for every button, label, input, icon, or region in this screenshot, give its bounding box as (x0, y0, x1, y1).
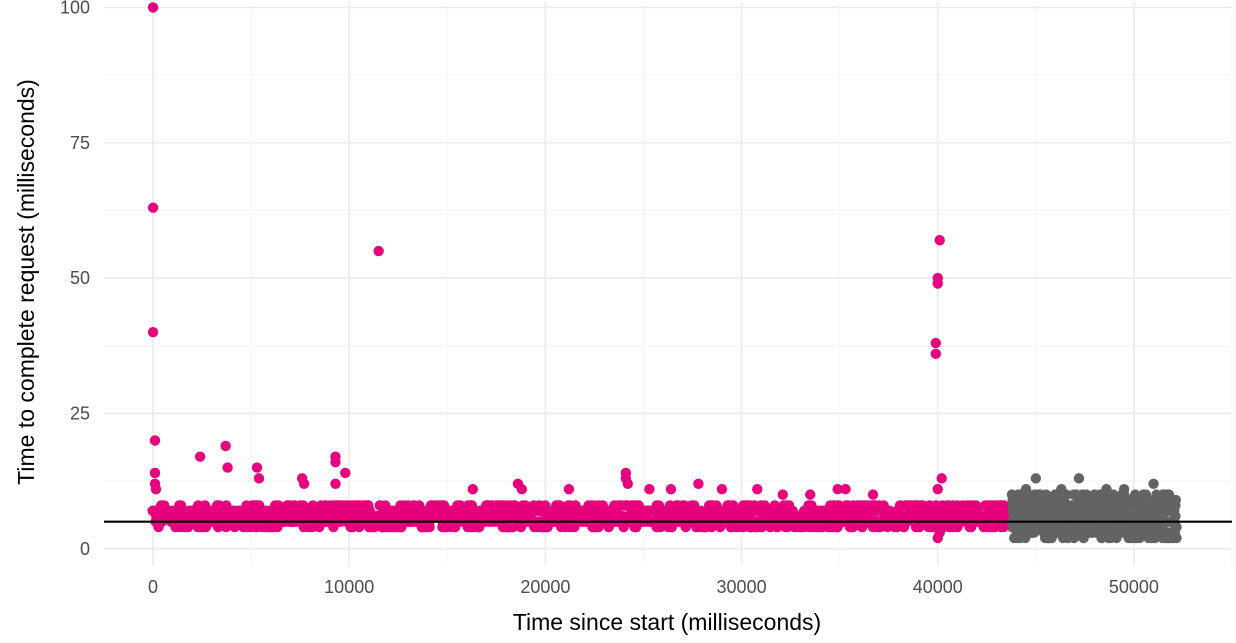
data-point (693, 478, 704, 489)
data-point (1140, 489, 1152, 500)
data-point (716, 484, 728, 495)
data-point (752, 484, 763, 495)
data-point (569, 521, 580, 533)
data-point (622, 478, 633, 489)
data-point (1118, 484, 1130, 495)
data-point (1020, 484, 1032, 495)
data-point (373, 245, 384, 257)
data-point (1073, 473, 1085, 484)
data-point (867, 489, 879, 500)
data-point (832, 484, 843, 495)
x-tick-label: 20000 (520, 577, 570, 597)
data-point (147, 327, 159, 338)
data-point (932, 484, 943, 495)
data-point (422, 521, 434, 533)
data-point (1171, 521, 1182, 533)
data-point (930, 348, 941, 360)
data-point (516, 484, 528, 495)
data-point (222, 462, 233, 473)
data-point (644, 484, 655, 495)
data-point (147, 2, 159, 13)
data-point (934, 527, 945, 538)
data-point (593, 521, 604, 533)
y-tick-label: 50 (70, 268, 90, 288)
x-tick-label: 50000 (1109, 577, 1159, 597)
data-point (1056, 484, 1067, 495)
x-tick-label: 40000 (913, 577, 963, 597)
data-point (330, 478, 341, 489)
data-point (251, 462, 263, 473)
series-1 (1006, 473, 1182, 544)
data-point (363, 500, 374, 511)
data-point (1170, 511, 1181, 522)
data-point (298, 478, 310, 489)
series-0 (147, 2, 1018, 544)
data-point (777, 489, 788, 500)
data-point (932, 278, 943, 289)
x-tick-label: 30000 (717, 577, 767, 597)
data-point (1148, 478, 1159, 489)
tick-labels: 0 10000 20000 30000 40000 50000 0 25 50 75 100 (60, 0, 1159, 597)
data-point (936, 473, 947, 484)
data-point (1030, 473, 1042, 484)
data-point (220, 440, 231, 452)
y-tick-label: 75 (70, 133, 90, 153)
data-point (665, 484, 677, 495)
points-layer (147, 2, 1182, 544)
data-point (805, 489, 816, 500)
data-point (150, 484, 162, 495)
x-axis-title: Time since start (milliseconds) (513, 609, 821, 635)
data-point (1170, 494, 1182, 506)
data-point (147, 202, 159, 213)
x-tick-label: 0 (148, 577, 158, 597)
data-point (1167, 532, 1179, 544)
data-point (934, 234, 945, 246)
grid (104, 2, 1233, 565)
data-point (330, 456, 341, 468)
data-point (1009, 532, 1020, 544)
data-point (149, 467, 161, 479)
y-axis-title: Time to complete request (milliseconds) (13, 79, 39, 485)
data-point (194, 451, 206, 462)
data-point (1101, 484, 1112, 495)
data-point (253, 473, 265, 484)
data-point (149, 435, 161, 446)
data-point (563, 484, 575, 495)
data-point (930, 337, 941, 349)
y-tick-label: 25 (70, 403, 90, 423)
data-point (840, 484, 851, 495)
y-tick-label: 100 (60, 0, 90, 17)
data-point (467, 484, 479, 495)
data-point (340, 467, 351, 479)
x-tick-label: 10000 (324, 577, 374, 597)
y-tick-label: 0 (80, 539, 90, 559)
